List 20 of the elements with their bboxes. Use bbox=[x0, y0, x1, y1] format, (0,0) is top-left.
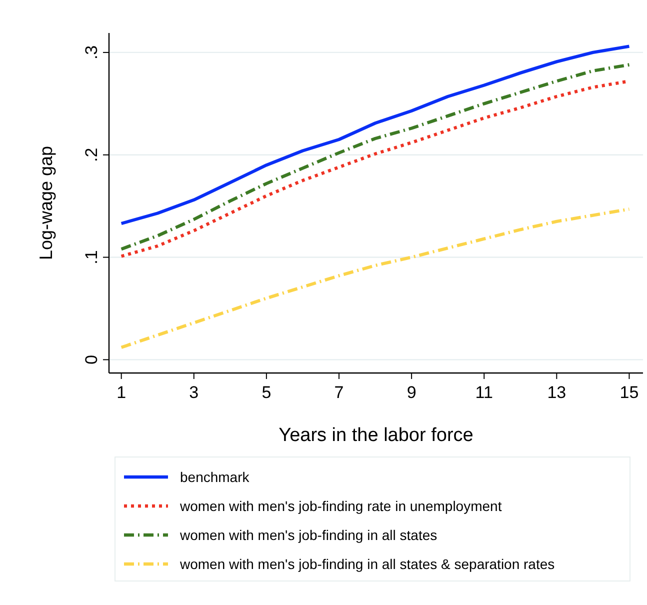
line-series bbox=[120, 44, 631, 226]
y-tick-label: 0 bbox=[82, 354, 101, 364]
legend-label: women with men's job-finding in all states bbox=[179, 527, 438, 543]
x-tick-label: 3 bbox=[189, 383, 199, 402]
x-tick-label: 13 bbox=[547, 383, 566, 402]
x-tick-label: 5 bbox=[262, 383, 272, 402]
legend-label: benchmark bbox=[180, 469, 250, 485]
y-tick-label: .1 bbox=[82, 250, 101, 264]
legend-label: women with men's job-finding rate in unemployment bbox=[179, 498, 502, 514]
legend-label: women with men's job-finding in all states & separation rates bbox=[179, 556, 555, 572]
x-tick-label: 7 bbox=[334, 383, 344, 402]
line-series bbox=[120, 208, 631, 349]
y-axis-title: Log-wage gap bbox=[36, 146, 56, 260]
x-axis-title: Years in the labor force bbox=[278, 425, 474, 446]
x-tick-label: 11 bbox=[475, 383, 493, 402]
y-tick-label: .2 bbox=[82, 148, 101, 162]
x-tick-label: 15 bbox=[620, 383, 639, 402]
x-tick-label: 9 bbox=[406, 383, 416, 402]
y-tick-label: .3 bbox=[82, 45, 101, 60]
x-tick-label: 1 bbox=[116, 383, 126, 402]
